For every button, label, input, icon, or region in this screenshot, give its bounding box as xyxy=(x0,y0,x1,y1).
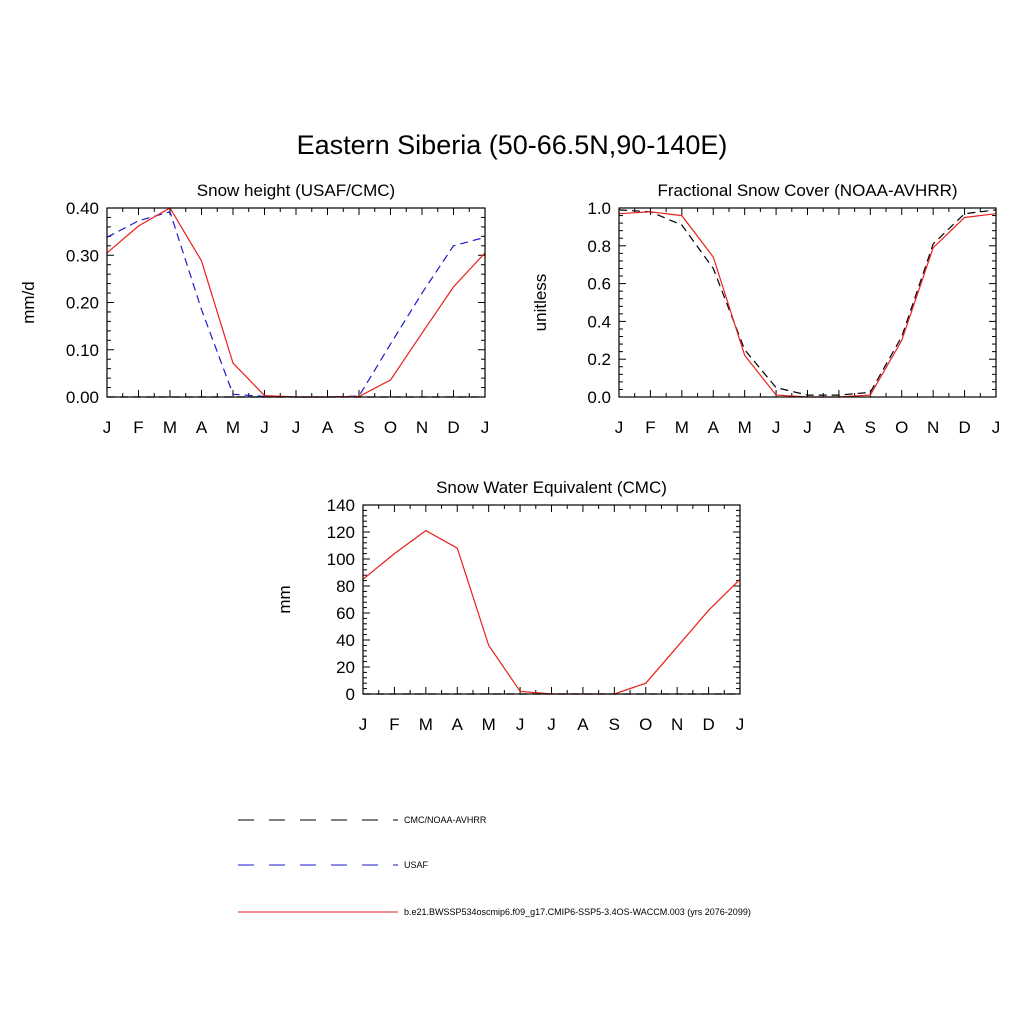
plot-frame xyxy=(106,207,486,398)
y-axis-label: mm/d xyxy=(19,281,38,324)
x-tick-label: S xyxy=(609,715,620,734)
x-tick-label: J xyxy=(772,418,781,437)
x-tick-label: O xyxy=(895,418,908,437)
x-tick-label: D xyxy=(447,418,459,437)
x-tick-label: M xyxy=(482,715,496,734)
series-line-model xyxy=(618,211,997,398)
y-tick-label: 0.8 xyxy=(587,237,611,256)
y-tick-label: 0.4 xyxy=(587,312,611,331)
y-tick-label: 40 xyxy=(336,631,355,650)
y-tick-label: 0.6 xyxy=(587,275,611,294)
x-tick-label: A xyxy=(833,418,845,437)
x-tick-label: J xyxy=(992,418,1001,437)
x-tick-label: F xyxy=(389,715,399,734)
x-tick-label: J xyxy=(103,418,112,437)
y-axis-label: mm xyxy=(275,585,294,613)
y-tick-label: 0.10 xyxy=(66,341,99,360)
y-tick-label: 120 xyxy=(327,523,355,542)
y-tick-label: 20 xyxy=(336,658,355,677)
x-tick-label: M xyxy=(419,715,433,734)
x-tick-label: J xyxy=(736,715,745,734)
y-tick-label: 140 xyxy=(327,496,355,515)
x-tick-label: M xyxy=(163,418,177,437)
series-line-obs xyxy=(618,209,997,396)
panel-title: Fractional Snow Cover (NOAA-AVHRR) xyxy=(657,181,957,200)
y-tick-label: 80 xyxy=(336,577,355,596)
x-tick-label: J xyxy=(615,418,624,437)
legend-label: USAF xyxy=(404,860,429,870)
x-tick-label: J xyxy=(516,715,525,734)
x-tick-label: J xyxy=(803,418,812,437)
legend-label: b.e21.BWSSP534oscmip6.f09_g17.CMIP6-SSP5… xyxy=(404,907,751,917)
chart-panel-3: Snow Water Equivalent (CMC)mmJ F M A M J J A S O N… xyxy=(275,478,744,734)
y-tick-label: 0.0 xyxy=(587,388,611,407)
x-tick-label: A xyxy=(322,418,334,437)
y-tick-label: 0.40 xyxy=(66,199,99,218)
panel-title: Snow Water Equivalent (CMC) xyxy=(436,478,667,497)
x-tick-label: F xyxy=(645,418,655,437)
x-tick-label: S xyxy=(865,418,876,437)
x-tick-label: N xyxy=(927,418,939,437)
y-axis-label: unitless xyxy=(531,274,550,332)
y-tick-label: 0 xyxy=(346,685,355,704)
plot-frame xyxy=(618,207,997,398)
x-tick-label: S xyxy=(353,418,364,437)
y-tick-label: 60 xyxy=(336,604,355,623)
chart-panel-1: Snow height (USAF/CMC)mm/dJ F M A M J J A S O N D J0… xyxy=(19,181,489,437)
x-tick-label: A xyxy=(196,418,208,437)
legend-label: CMC/NOAA-AVHRR xyxy=(404,815,487,825)
x-tick-label: M xyxy=(675,418,689,437)
x-tick-label: F xyxy=(133,418,143,437)
x-tick-label: N xyxy=(671,715,683,734)
panel-title: Snow height (USAF/CMC) xyxy=(197,181,395,200)
x-tick-label: O xyxy=(639,715,652,734)
x-tick-label: J xyxy=(292,418,301,437)
series-line-model xyxy=(362,529,741,695)
y-tick-label: 100 xyxy=(327,550,355,569)
x-tick-label: O xyxy=(384,418,397,437)
legend: CMC/NOAA-AVHRR USAF b.e21.BWSSP534oscmip6.… xyxy=(238,815,751,917)
y-tick-label: 0.00 xyxy=(66,388,99,407)
figure-title: Eastern Siberia (50-66.5N,90-140E) xyxy=(296,130,728,160)
plot-frame xyxy=(362,504,741,695)
x-tick-label: D xyxy=(702,715,714,734)
x-tick-label: J xyxy=(359,715,368,734)
x-tick-label: N xyxy=(416,418,428,437)
chart-panel-2: Fractional Snow Cover (NOAA-AVHRR) unitle… xyxy=(531,181,1000,437)
y-tick-label: 1.0 xyxy=(587,199,611,218)
y-tick-label: 0.30 xyxy=(66,246,99,265)
x-tick-label: J xyxy=(260,418,269,437)
y-tick-label: 0.2 xyxy=(587,350,611,369)
x-tick-label: D xyxy=(958,418,970,437)
x-tick-label: M xyxy=(738,418,752,437)
series-line-model xyxy=(106,207,486,398)
y-tick-label: 0.20 xyxy=(66,294,99,313)
x-tick-label: A xyxy=(577,715,589,734)
x-tick-label: J xyxy=(481,418,490,437)
series-line-usaf xyxy=(106,211,486,398)
x-tick-label: A xyxy=(452,715,464,734)
x-tick-label: A xyxy=(708,418,720,437)
x-tick-label: M xyxy=(226,418,240,437)
x-tick-label: J xyxy=(547,715,556,734)
